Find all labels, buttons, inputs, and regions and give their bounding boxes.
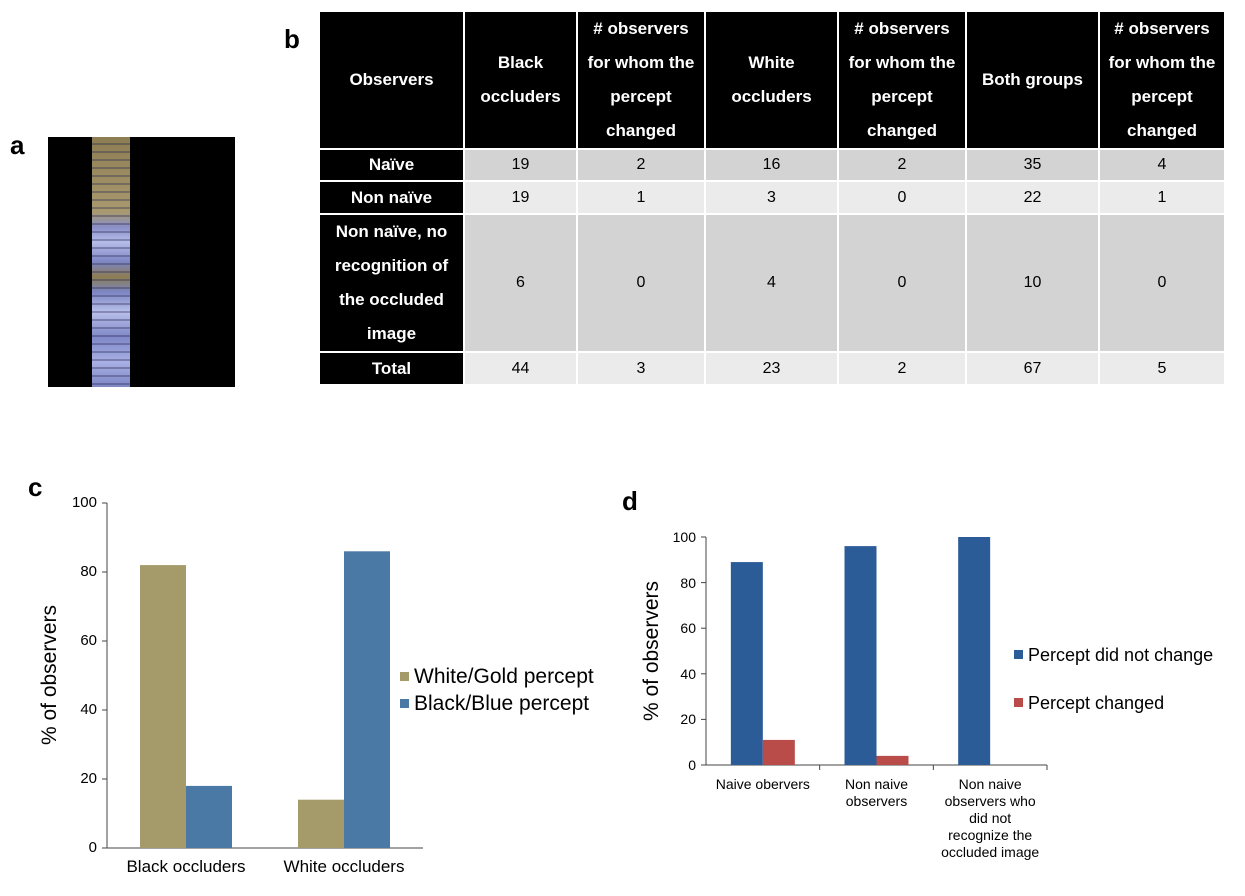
table-cell: 16 bbox=[705, 149, 838, 181]
table-cell: 44 bbox=[464, 352, 577, 385]
bar bbox=[877, 756, 909, 765]
header-cell: # observers for whom the percept changed bbox=[1099, 11, 1225, 149]
legend-swatch bbox=[400, 672, 409, 681]
legend-label: Black/Blue percept bbox=[414, 693, 589, 715]
table-cell: 19 bbox=[464, 149, 577, 181]
x-tick-label: Non naive observers who did not recogniz… bbox=[937, 776, 1043, 861]
row-header: Total bbox=[319, 352, 464, 385]
header-cell: Black occluders bbox=[464, 11, 577, 149]
table-cell: 22 bbox=[966, 181, 1099, 214]
x-tick-label: White occluders bbox=[269, 857, 419, 877]
y-axis-title: % of observers bbox=[639, 541, 665, 761]
y-axis-title: % of observers bbox=[37, 565, 63, 785]
table-cell: 0 bbox=[1099, 214, 1225, 352]
header-cell: # observers for whom the percept changed bbox=[838, 11, 966, 149]
table-cell: 23 bbox=[705, 352, 838, 385]
bar bbox=[845, 546, 877, 765]
bar bbox=[298, 800, 344, 848]
table-cell: 2 bbox=[577, 149, 705, 181]
bar bbox=[344, 551, 390, 848]
legend-label: Percept did not change bbox=[1028, 644, 1213, 666]
panel-label: c bbox=[28, 472, 42, 503]
y-tick-label: 0 bbox=[49, 839, 97, 857]
bar bbox=[140, 565, 186, 848]
panel-label: d bbox=[622, 486, 638, 517]
table-cell: 0 bbox=[577, 214, 705, 352]
header-cell: White occluders bbox=[705, 11, 838, 149]
table-cell: 1 bbox=[1099, 181, 1225, 214]
table-cell: 0 bbox=[838, 214, 966, 352]
x-tick-label: Naive obervers bbox=[710, 776, 816, 793]
table-cell: 10 bbox=[966, 214, 1099, 352]
x-tick-label: Non naive observers bbox=[824, 776, 930, 810]
header-cell: Observers bbox=[319, 11, 464, 149]
legend-swatch bbox=[400, 699, 409, 708]
table-cell: 5 bbox=[1099, 352, 1225, 385]
header-cell: # observers for whom the percept changed bbox=[577, 11, 705, 149]
table-cell: 19 bbox=[464, 181, 577, 214]
y-tick-label: 100 bbox=[49, 494, 97, 512]
row-header: Naïve bbox=[319, 149, 464, 181]
table-cell: 4 bbox=[1099, 149, 1225, 181]
stimulus-image bbox=[48, 137, 235, 387]
legend-swatch bbox=[1014, 650, 1023, 659]
legend-swatch bbox=[1014, 698, 1023, 707]
header-cell: Both groups bbox=[966, 11, 1099, 149]
table-row: Non naïve, no recognition of the occlude… bbox=[319, 214, 1225, 352]
bar bbox=[186, 786, 232, 848]
row-header: Non naïve, no recognition of the occlude… bbox=[319, 214, 464, 352]
table-cell: 3 bbox=[577, 352, 705, 385]
table-cell: 6 bbox=[464, 214, 577, 352]
table-cell: 2 bbox=[838, 352, 966, 385]
figure: a b c d ObserversBlack occluders# observ… bbox=[0, 0, 1245, 896]
table-cell: 3 bbox=[705, 181, 838, 214]
x-tick-label: Black occluders bbox=[111, 857, 261, 877]
panel-label: b bbox=[284, 24, 300, 55]
table-cell: 35 bbox=[966, 149, 1099, 181]
table-cell: 67 bbox=[966, 352, 1099, 385]
row-header: Non naïve bbox=[319, 181, 464, 214]
bar bbox=[731, 562, 763, 765]
bar bbox=[958, 537, 990, 765]
stripe bbox=[92, 137, 130, 387]
legend-label: Percept changed bbox=[1028, 692, 1164, 714]
bar bbox=[763, 740, 795, 765]
table-cell: 1 bbox=[577, 181, 705, 214]
table-cell: 0 bbox=[838, 181, 966, 214]
stripe-texture bbox=[92, 137, 130, 387]
panel-label: a bbox=[10, 130, 24, 161]
table-cell: 4 bbox=[705, 214, 838, 352]
legend-label: White/Gold percept bbox=[414, 666, 594, 688]
table-cell: 2 bbox=[838, 149, 966, 181]
